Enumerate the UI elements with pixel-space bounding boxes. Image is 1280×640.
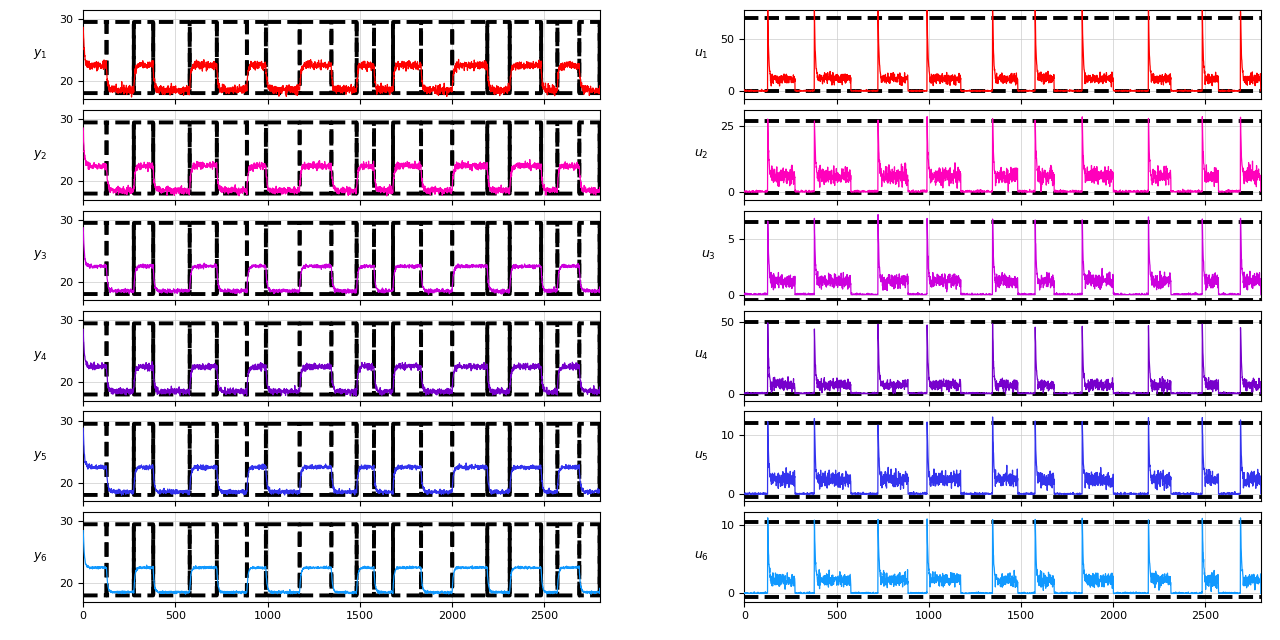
Y-axis label: $u_3$: $u_3$ — [700, 249, 716, 262]
Y-axis label: $u_6$: $u_6$ — [694, 550, 709, 563]
Y-axis label: $y_3$: $y_3$ — [32, 248, 47, 262]
Y-axis label: $y_1$: $y_1$ — [33, 47, 47, 61]
Y-axis label: $u_4$: $u_4$ — [694, 349, 709, 362]
Y-axis label: $u_2$: $u_2$ — [694, 148, 708, 161]
Y-axis label: $y_5$: $y_5$ — [32, 449, 47, 463]
Y-axis label: $y_2$: $y_2$ — [33, 148, 47, 162]
Y-axis label: $u_1$: $u_1$ — [694, 48, 708, 61]
Y-axis label: $y_6$: $y_6$ — [32, 550, 47, 564]
Y-axis label: $u_5$: $u_5$ — [694, 450, 709, 463]
Y-axis label: $y_4$: $y_4$ — [32, 349, 47, 363]
